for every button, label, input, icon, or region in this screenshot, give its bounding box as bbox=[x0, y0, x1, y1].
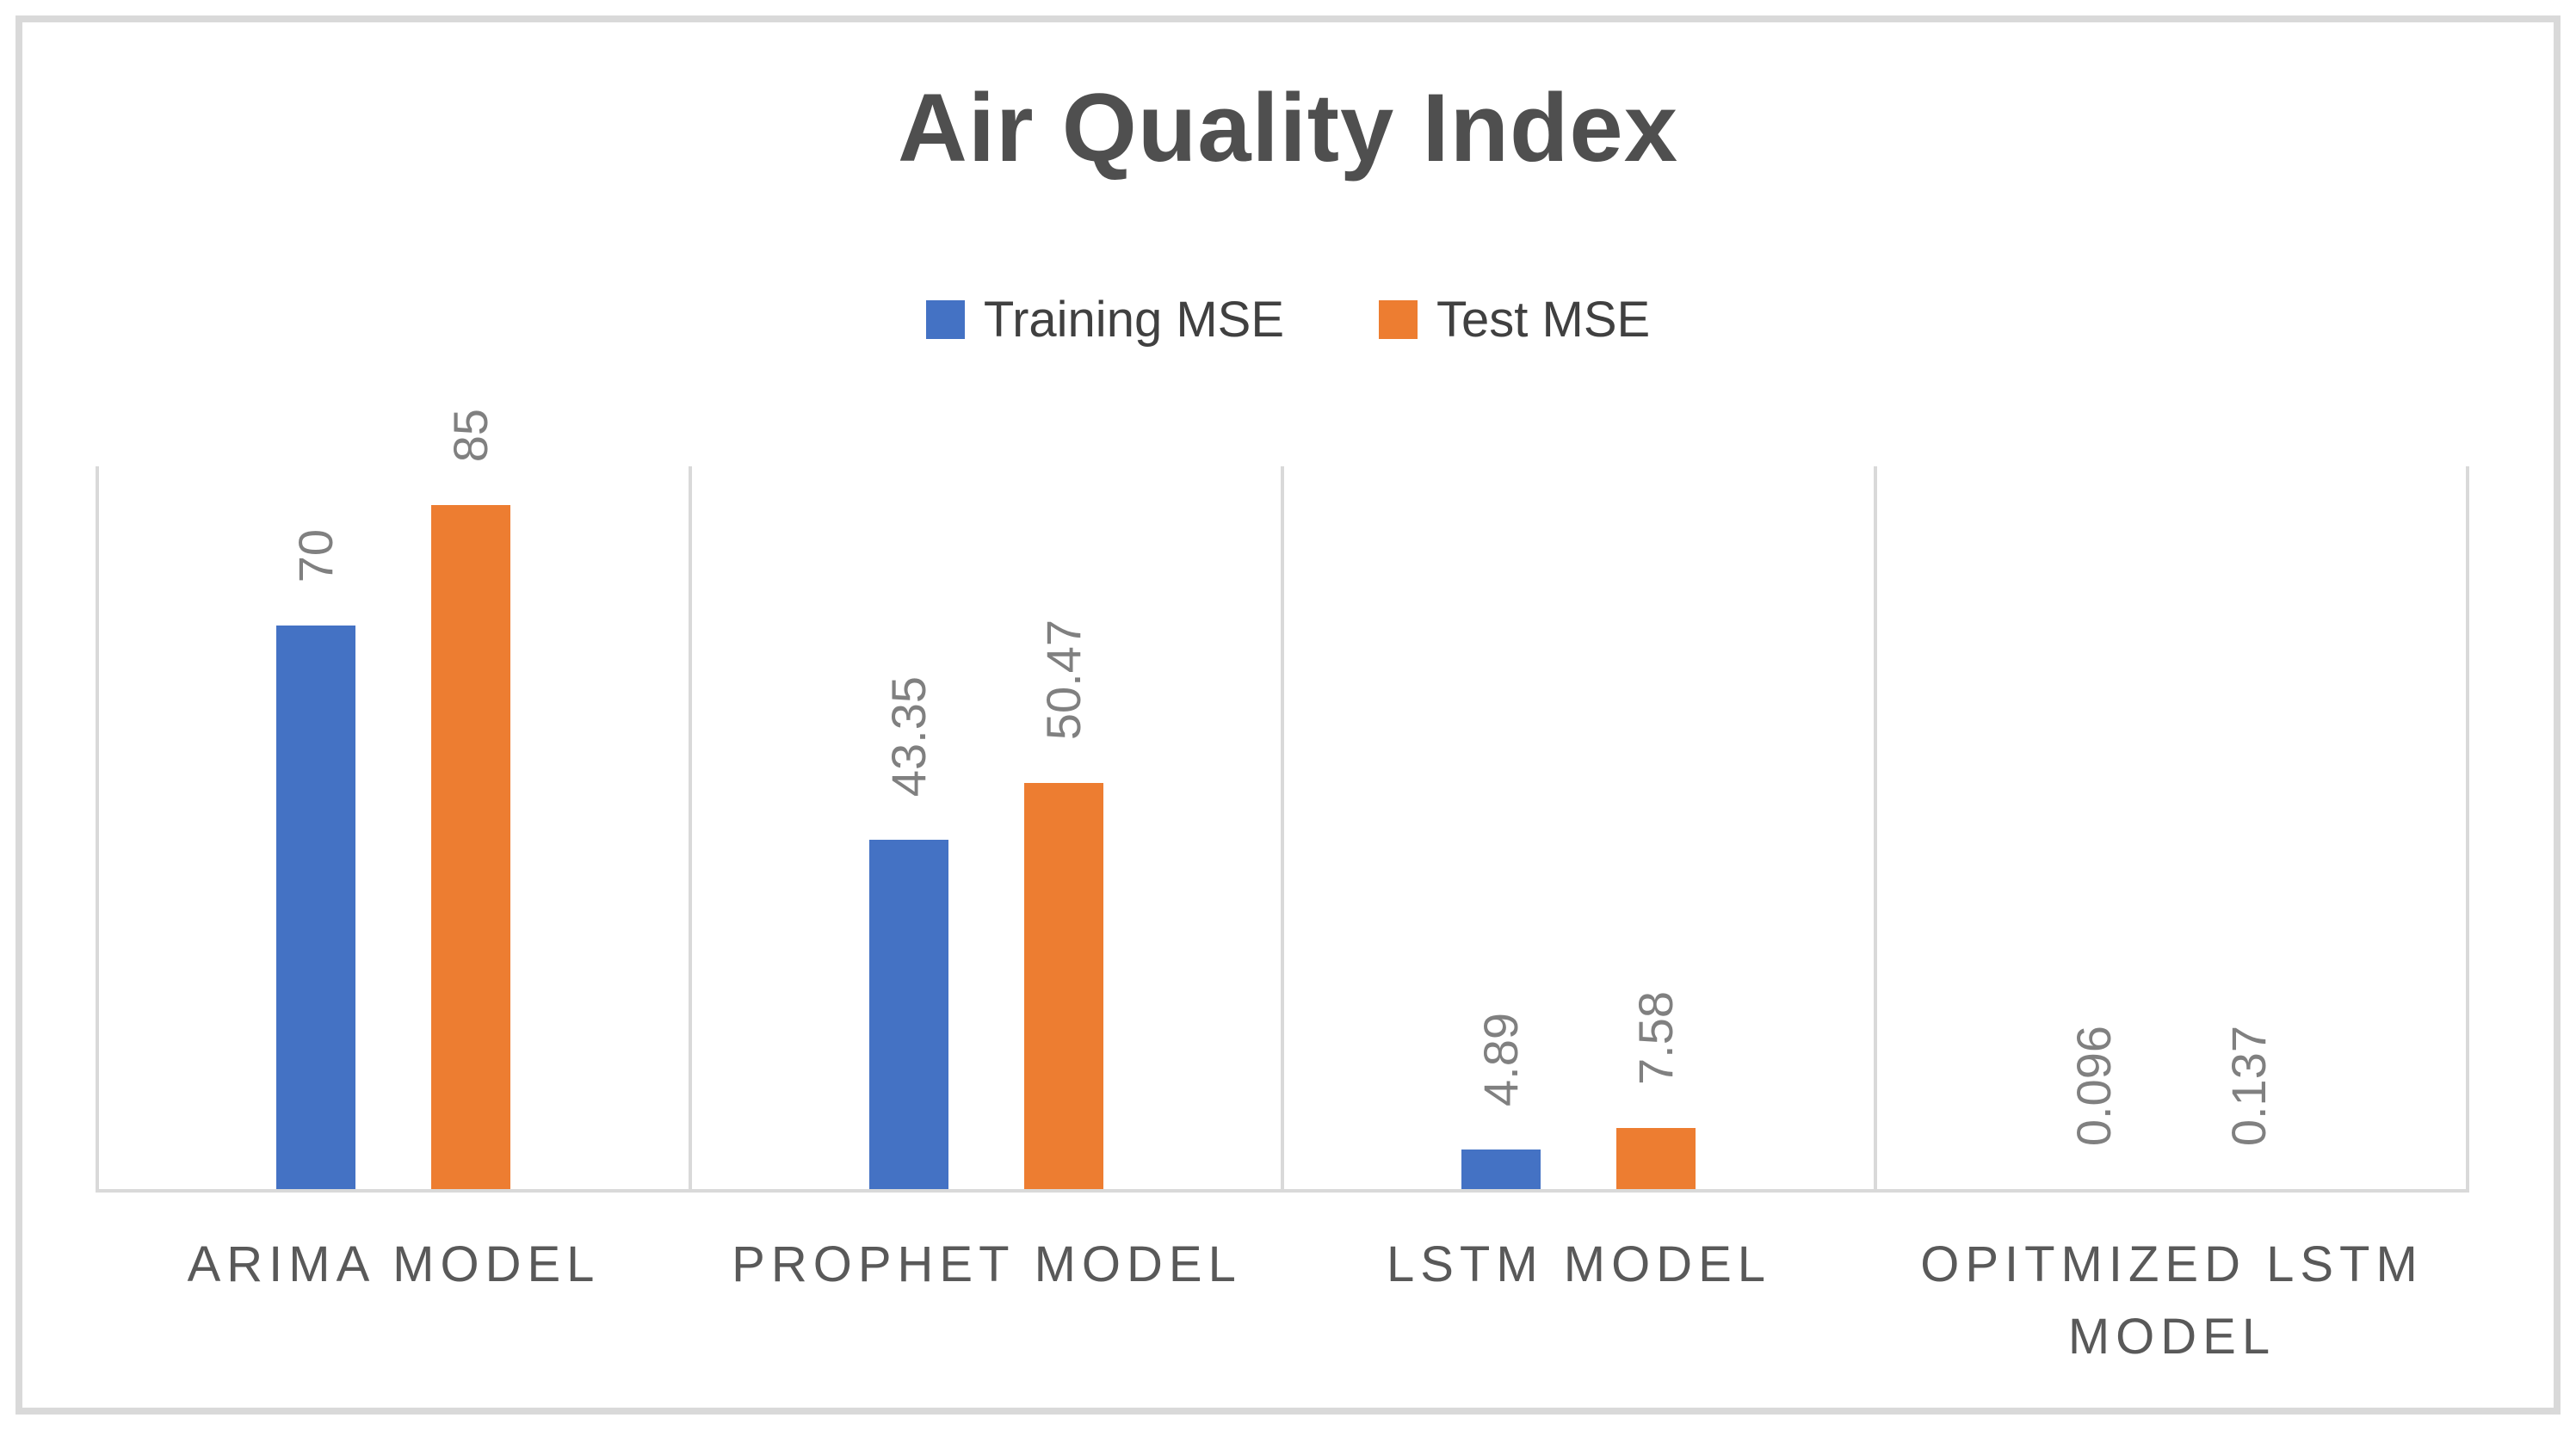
chart-legend: Training MSE Test MSE bbox=[0, 291, 2576, 348]
plot-area: 70 85 ARIMA MODEL 43.35 50.47 PROPHET MODEL 4.… bbox=[96, 409, 2469, 1365]
bar-test-mse bbox=[1024, 783, 1103, 1189]
x-axis-category-label: PROPHET MODEL bbox=[732, 1236, 1242, 1292]
x-axis-category-label: OPITMIZED LSTM MODEL bbox=[1920, 1236, 2424, 1365]
x-axis-category-label: ARIMA MODEL bbox=[187, 1236, 601, 1292]
data-label: 70 bbox=[288, 528, 343, 582]
category-separator-gridline bbox=[1281, 466, 1284, 1191]
legend-label-test-mse: Test MSE bbox=[1436, 292, 1651, 348]
category-separator-gridline bbox=[689, 466, 692, 1191]
data-label: 0.096 bbox=[2066, 1025, 2121, 1146]
data-label: 85 bbox=[443, 408, 497, 462]
data-label: 50.47 bbox=[1036, 619, 1090, 740]
bar-training-mse bbox=[276, 626, 355, 1189]
legend-item-test-mse: Test MSE bbox=[1379, 291, 1650, 348]
category-separator-gridline bbox=[1874, 466, 1877, 1191]
chart-title: Air Quality Index bbox=[898, 74, 1678, 182]
x-axis-category-label: LSTM MODEL bbox=[1386, 1236, 1772, 1292]
bar-test-mse bbox=[1616, 1128, 1696, 1189]
x-axis-line bbox=[96, 1189, 2469, 1193]
data-label: 4.89 bbox=[1473, 1013, 1528, 1106]
legend-label-training-mse: Training MSE bbox=[983, 292, 1285, 348]
bar-training-mse bbox=[869, 840, 948, 1189]
data-label: 43.35 bbox=[881, 675, 936, 797]
legend-swatch-test-mse-icon bbox=[1379, 300, 1418, 339]
data-label: 7.58 bbox=[1628, 991, 1683, 1085]
category-separator-gridline bbox=[2466, 466, 2469, 1191]
bar-training-mse bbox=[1461, 1150, 1541, 1189]
data-label: 0.137 bbox=[2221, 1025, 2276, 1146]
legend-item-training-mse: Training MSE bbox=[925, 291, 1285, 348]
bar-test-mse bbox=[431, 505, 510, 1189]
legend-swatch-training-mse-icon bbox=[925, 300, 965, 339]
category-separator-gridline bbox=[96, 466, 99, 1191]
